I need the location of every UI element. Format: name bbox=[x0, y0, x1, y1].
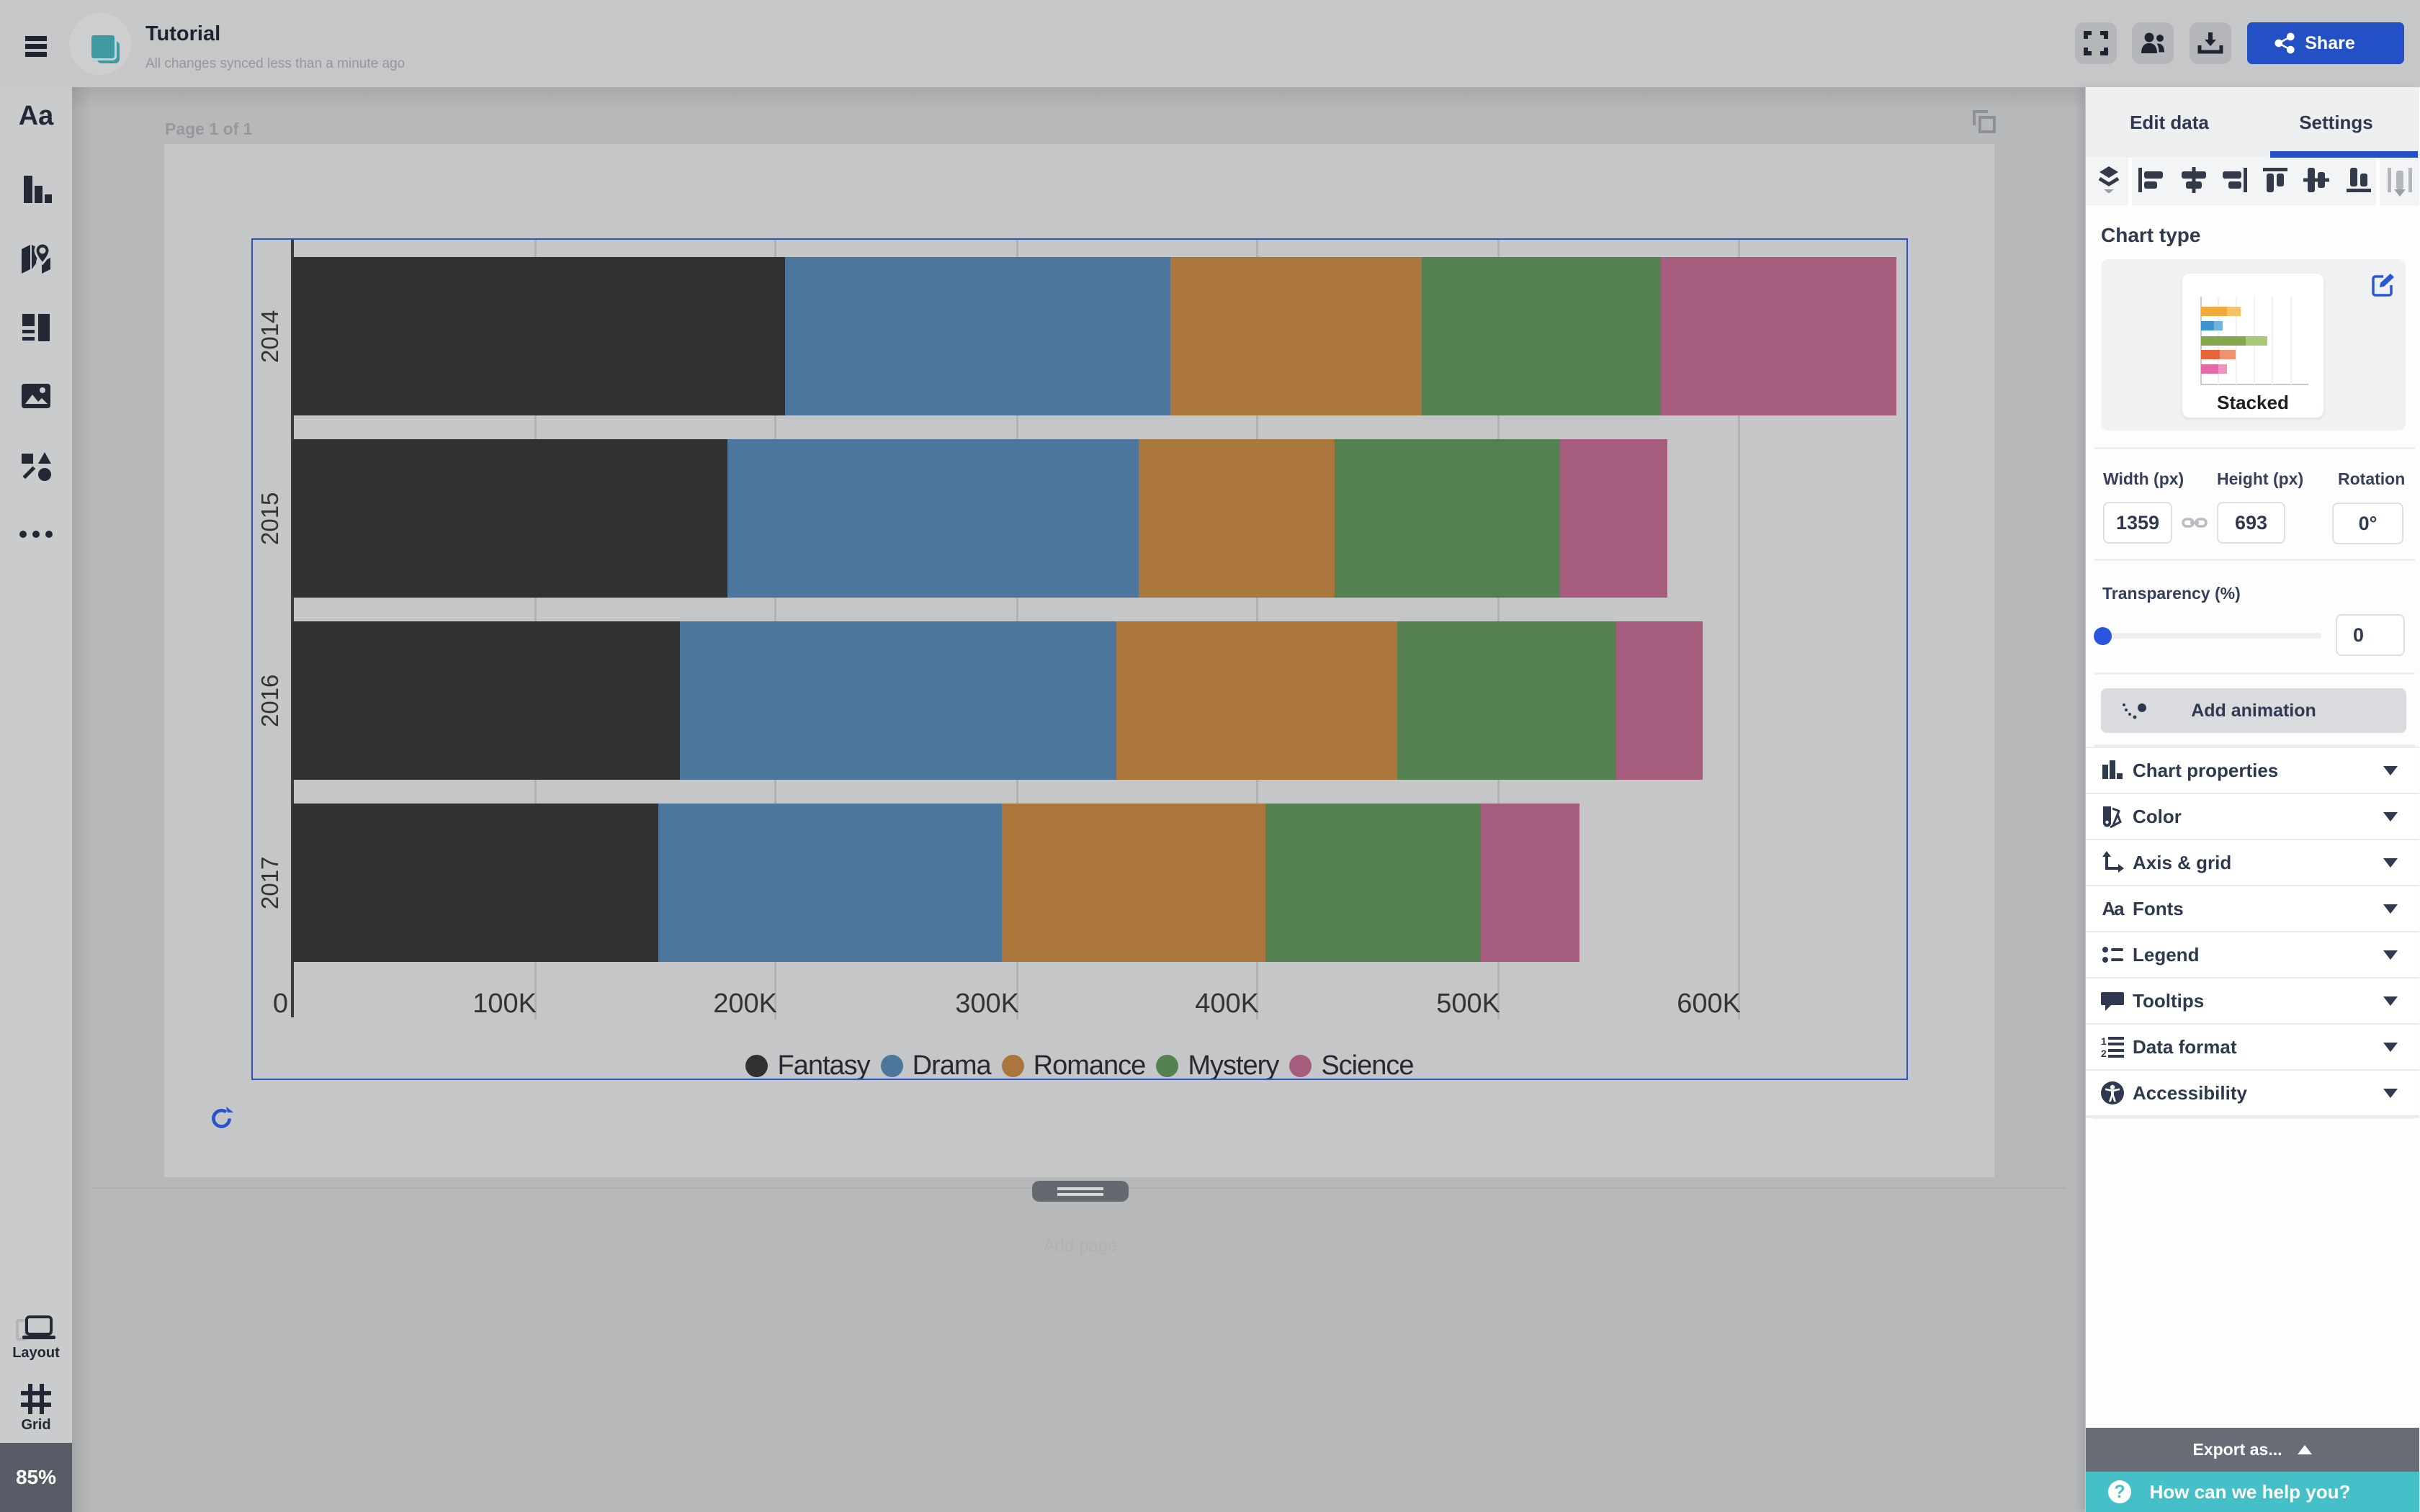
svg-text:2: 2 bbox=[2101, 1048, 2107, 1058]
svg-text:1: 1 bbox=[2101, 1035, 2107, 1047]
